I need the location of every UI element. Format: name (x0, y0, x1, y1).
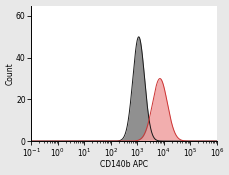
Y-axis label: Count: Count (5, 62, 14, 85)
X-axis label: CD140b APC: CD140b APC (100, 160, 147, 169)
